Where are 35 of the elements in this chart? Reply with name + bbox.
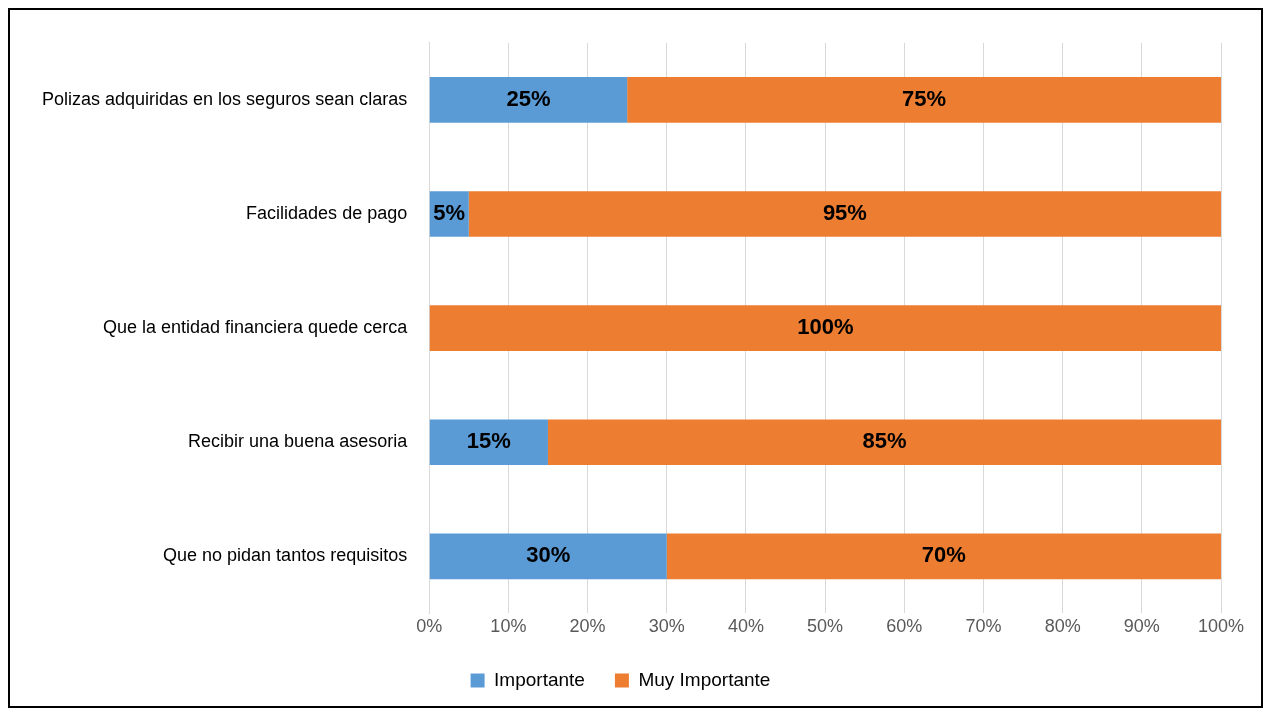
data-label: 85% [862,428,907,454]
x-tick-label: 100% [1197,616,1245,637]
bar [429,77,628,123]
bar [627,77,1221,123]
bar [429,305,1221,351]
legend-label: Importante [494,668,585,690]
bar [429,533,667,580]
data-label: 70% [921,542,966,568]
x-tick-label: 90% [1123,616,1160,637]
data-label: 5% [433,200,466,226]
y-tick-label: Polizas adquiridas en los seguros sean claras [42,88,408,109]
data-label: 95% [822,200,867,226]
x-tick-label: 0% [416,616,443,637]
bar [429,419,548,466]
data-label: 75% [902,85,947,111]
x-tick-label: 60% [886,616,923,637]
bar [468,191,1221,237]
data-label: 30% [526,542,571,568]
data-label: 15% [466,428,511,454]
y-tick-label: Que la entidad financiera quede cerca [102,317,409,338]
legend-label: Muy Importante [638,668,771,690]
y-tick-label: Facilidades de pago [246,202,408,223]
x-tick-label: 50% [807,616,844,637]
y-tick-label: Que no pidan tantos requisitos [163,545,408,566]
x-tick-label: 40% [727,616,764,637]
data-label: 100% [797,314,854,340]
data-label: 25% [506,85,551,111]
x-tick-label: 70% [965,616,1002,637]
y-tick-label: Recibir una buena asesoria [188,431,409,452]
x-tick-label: 80% [1044,616,1081,637]
bar [666,533,1221,580]
x-tick-label: 20% [569,616,606,637]
bar [547,419,1221,466]
x-tick-label: 10% [490,616,527,637]
x-tick-label: 30% [648,616,685,637]
